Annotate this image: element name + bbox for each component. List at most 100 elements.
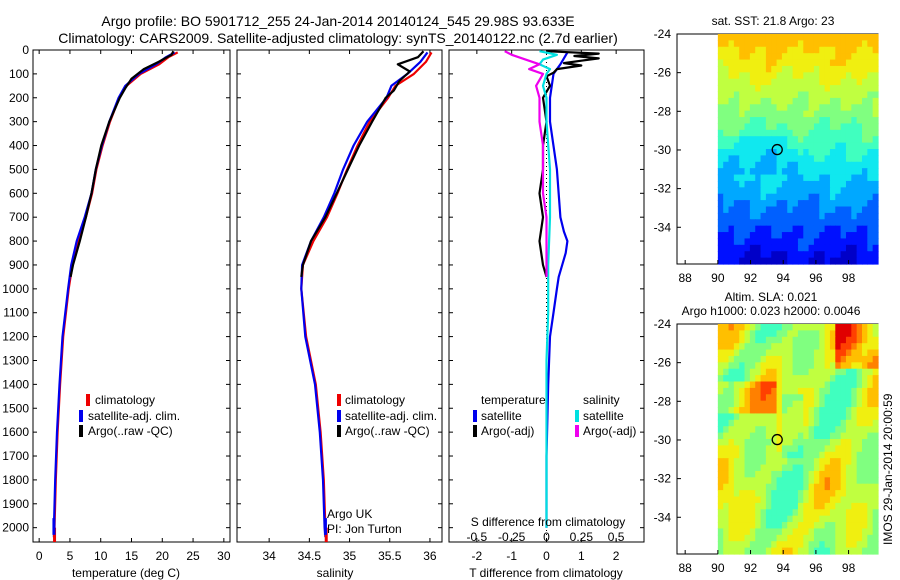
map-cell [840,65,847,73]
sal-series-satellite-adj-clim- [300,51,429,538]
map-cell [840,257,847,265]
map-cell [787,219,794,227]
map-cell [755,336,762,344]
map-cell [776,445,783,453]
map-cell [723,349,730,357]
map-cell [829,349,836,357]
map-cell [813,413,820,421]
map-cell [744,97,751,105]
map-cell [744,161,751,169]
map-cell [851,65,858,73]
map-cell [861,528,868,536]
map-cell [872,541,879,549]
map-cell [856,91,863,99]
map-cell [781,407,788,415]
map-cell [829,522,836,530]
map-cell [835,426,842,434]
map-xtick-label: 90 [711,561,725,575]
map-cell [771,232,778,240]
map-cell [781,413,788,421]
map-cell [733,149,740,156]
map-cell [861,123,868,131]
map-cell [808,528,815,536]
map-cell [744,180,751,188]
map-cell [872,180,879,188]
map-cell [819,155,826,163]
map-cell [856,46,863,54]
map-cell [867,34,874,41]
map-cell [872,515,879,523]
map-cell [723,225,730,233]
map-cell [776,65,783,73]
map-cell [787,244,794,252]
map-cell [819,174,826,182]
map-cell [717,212,724,220]
map-cell [829,219,836,227]
map-cell [749,336,756,344]
map-cell [813,225,820,233]
map-cell [861,168,868,176]
map-cell [728,336,735,344]
map-cell [819,97,826,105]
map-cell [797,85,804,93]
map-cell [733,330,740,338]
map-cell [771,439,778,446]
map-cell [829,464,836,472]
ytick-label: 400 [9,139,29,153]
map-cell [824,336,831,344]
map-cell [819,257,826,265]
map-cell [787,155,794,163]
map-cell [723,180,730,188]
map-cell [728,257,735,265]
map-cell [781,59,788,67]
map-cell [765,110,772,118]
map-cell [765,439,772,446]
map-cell [744,502,751,510]
map-cell [728,129,735,137]
map-cell [760,534,767,542]
map-cell [755,232,762,240]
map-cell [728,34,735,41]
map-cell [856,502,863,510]
map-cell [856,528,863,536]
map-cell [813,149,820,156]
map-cell [856,368,863,376]
map-cell [739,426,746,434]
map-cell [840,40,847,48]
map-cell [787,168,794,176]
map-cell [776,142,783,150]
map-cell [851,387,858,395]
map-cell [829,123,836,131]
map-cell [792,257,799,265]
map-cell [776,483,783,491]
map-cell [733,387,740,395]
map-cell [781,155,788,163]
map-cell [856,387,863,395]
map-cell [803,490,810,498]
map-cell [744,123,751,131]
map-cell [787,72,794,80]
map-cell [840,451,847,459]
map-cell [813,528,820,536]
map-cell [803,324,810,331]
map-cell [872,72,879,80]
map-cell [851,174,858,182]
map-cell [717,490,724,498]
map-cell [840,509,847,517]
map-cell [776,324,783,331]
map-cell [813,40,820,48]
map-cell [755,72,762,80]
map-cell [845,225,852,233]
map-cell [755,464,762,472]
map-cell [733,413,740,421]
map-cell [749,445,756,453]
map-cell [861,387,868,395]
map-cell [728,65,735,73]
map-cell [765,349,772,357]
map-cell [829,541,836,549]
map-cell [765,40,772,48]
ytick-label: 800 [9,234,29,248]
map-cell [728,136,735,144]
map-cell [749,515,756,523]
map-cell [835,161,842,169]
